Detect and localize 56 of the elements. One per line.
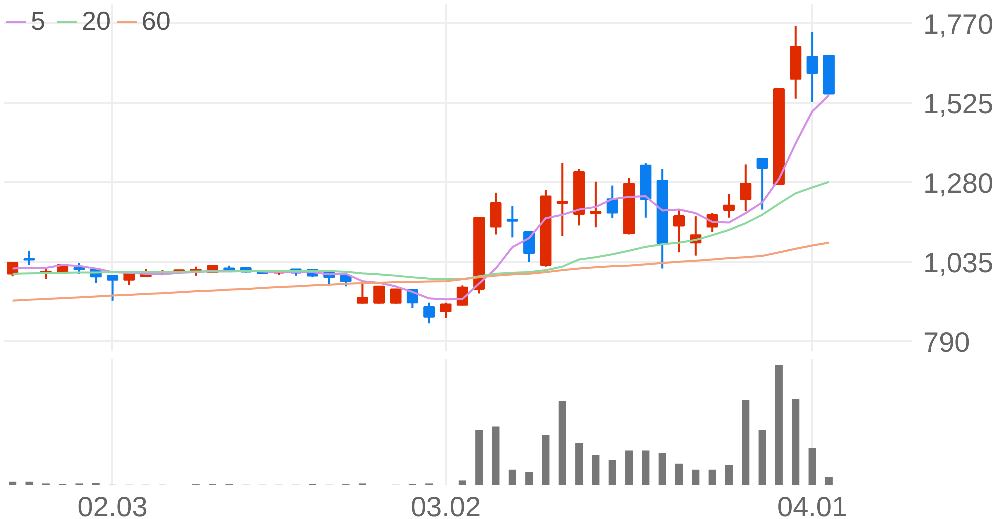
candlestick	[340, 274, 352, 288]
legend-label: 60	[142, 6, 171, 37]
bar	[808, 448, 816, 486]
candlestick	[506, 205, 518, 239]
candlestick	[24, 250, 36, 266]
candlestick	[806, 31, 818, 104]
y-tick-label: 1,280	[924, 168, 994, 199]
y-tick-label: 1,770	[924, 8, 994, 40]
bar	[792, 399, 800, 486]
bar	[742, 400, 750, 486]
bar	[676, 464, 683, 486]
candlestick	[756, 157, 768, 211]
candlestick	[606, 184, 618, 220]
candlestick	[107, 274, 119, 302]
bar	[476, 430, 484, 486]
bar	[458, 480, 466, 486]
candlestick	[74, 262, 86, 275]
y-tick-label: 1,035	[924, 247, 994, 278]
bar	[642, 450, 650, 486]
candlestick	[723, 193, 735, 219]
candlestick	[390, 288, 402, 305]
bar	[542, 435, 550, 486]
bar	[775, 366, 783, 486]
bar	[658, 453, 666, 486]
y-tick-label: 790	[924, 326, 970, 358]
x-tick-label: 02.03	[78, 492, 148, 519]
bar	[492, 426, 500, 486]
candlestick	[490, 192, 502, 236]
legend-label: 5	[31, 6, 46, 37]
bar	[708, 470, 716, 486]
bar	[526, 472, 534, 486]
legend-label: 20	[82, 6, 111, 37]
candlestick	[374, 284, 386, 305]
line-series	[12, 242, 830, 302]
candlestick	[424, 302, 436, 325]
candlestick	[674, 208, 685, 254]
candlestick	[740, 164, 752, 212]
candlestick	[590, 180, 602, 229]
bar	[692, 470, 700, 486]
bar	[725, 465, 733, 486]
x-tick-label: 04.01	[778, 492, 848, 519]
bar	[558, 402, 566, 486]
y-tick-label: 1,525	[924, 88, 994, 120]
bar	[576, 444, 584, 486]
bar	[592, 456, 600, 486]
bar	[758, 430, 766, 486]
bar	[825, 477, 833, 486]
candlestick	[440, 302, 452, 320]
bar	[9, 482, 17, 486]
bar	[508, 470, 516, 486]
candlestick	[556, 162, 568, 238]
bar	[608, 460, 616, 486]
x-tick-label: 03.02	[410, 492, 482, 519]
candlestick	[356, 282, 368, 305]
bar	[26, 482, 34, 486]
bar	[626, 450, 634, 486]
